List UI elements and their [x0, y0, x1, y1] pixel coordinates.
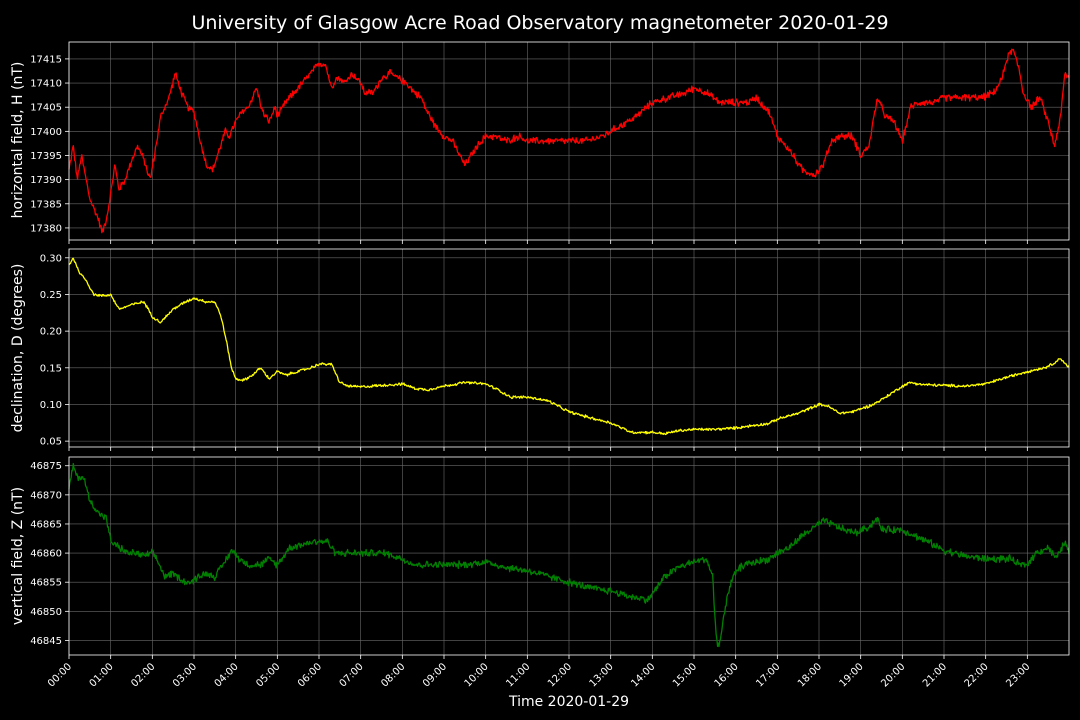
y-tick-label: 46845 [30, 636, 62, 647]
series-line-2 [68, 257, 1070, 436]
y-tick-label: 0.05 [40, 437, 62, 448]
y-tick-label: 17400 [30, 127, 62, 138]
y-axis-label: declination, D (degrees) [10, 264, 26, 433]
panel-frame [68, 41, 1070, 241]
panel-frame [68, 248, 1070, 448]
y-tick-label: 46865 [30, 519, 62, 530]
y-tick-label: 17380 [30, 223, 62, 234]
y-tick-label: 46870 [30, 490, 62, 501]
y-axis-label: horizontal field, H (nT) [10, 62, 26, 219]
panel-3: 46845 46850 46855 46860 46865 46870 46875 verti… [10, 456, 1070, 659]
y-tick-label: 0.10 [40, 400, 62, 411]
y-tick-label: 46855 [30, 578, 62, 589]
panel-1: 17380 17385 17390 17395 17400 17405 17410 17415… [10, 41, 1070, 244]
y-tick-label: 17415 [30, 54, 62, 65]
chart-title: University of Glasgow Acre Road Observat… [191, 12, 888, 34]
series-line-1 [68, 48, 1070, 234]
y-tick-label: 17385 [30, 199, 62, 210]
y-tick-label: 0.25 [40, 290, 62, 301]
y-tick-label: 17395 [30, 151, 62, 162]
chart-panels: 17380 17385 17390 17395 17400 17405 17410 17415… [10, 41, 1070, 659]
y-tick-label: 0.20 [40, 327, 62, 338]
x-axis-label: Time 2020-01-29 [508, 694, 629, 710]
series-line-3 [68, 462, 1070, 648]
panel-2: 0.05 0.10 0.15 0.20 0.25 0.30 declination, D (… [10, 248, 1070, 451]
y-tick-label: 46850 [30, 607, 62, 618]
y-tick-label: 46860 [30, 549, 62, 560]
y-tick-label: 17390 [30, 175, 62, 186]
y-tick-label: 0.15 [40, 363, 62, 374]
y-tick-label: 0.30 [40, 253, 62, 264]
y-tick-label: 17410 [30, 79, 62, 90]
panel-frame [68, 456, 1070, 656]
y-tick-label: 17405 [30, 103, 62, 114]
y-axis-label: vertical field, Z (nT) [10, 487, 26, 625]
y-tick-label: 46875 [30, 461, 62, 472]
